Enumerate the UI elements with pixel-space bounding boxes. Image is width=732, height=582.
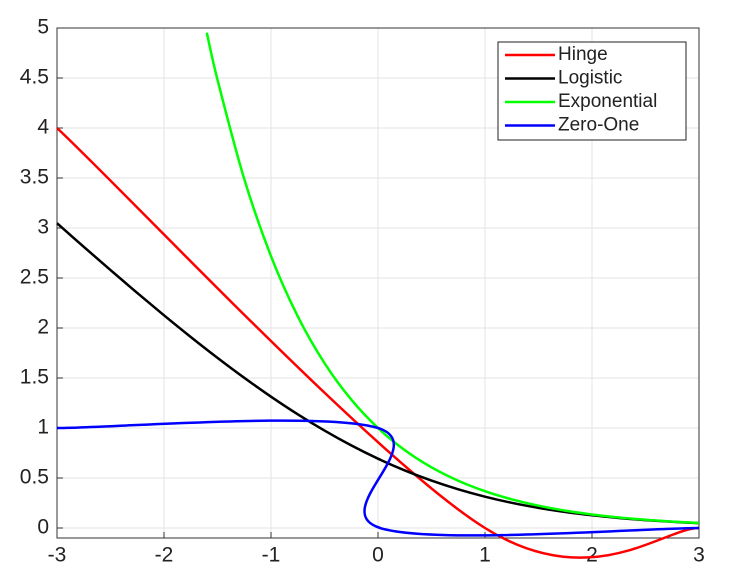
legend-label: Logistic bbox=[558, 68, 622, 89]
x-tick-label: -3 bbox=[48, 544, 67, 567]
y-tick-label: 0 bbox=[37, 516, 49, 539]
y-tick-label: 0.5 bbox=[20, 466, 49, 489]
x-tick-label: -1 bbox=[262, 544, 281, 567]
x-tick-label: -2 bbox=[155, 544, 174, 567]
x-tick-label: 0 bbox=[372, 544, 384, 567]
x-tick-label: 1 bbox=[479, 544, 491, 567]
line-series bbox=[56, 419, 700, 537]
plot-frame bbox=[56, 27, 700, 539]
y-tick-label: 2 bbox=[37, 316, 49, 339]
y-tick-label: 4.5 bbox=[20, 66, 49, 89]
y-tick-label: 4 bbox=[37, 116, 49, 139]
legend-box bbox=[497, 41, 687, 141]
legend-label: Zero-One bbox=[558, 115, 639, 136]
x-tick-label: 3 bbox=[693, 544, 705, 567]
y-tick-label: 3 bbox=[37, 216, 49, 239]
y-tick-label: 1 bbox=[37, 416, 49, 439]
legend-label: Hinge bbox=[558, 44, 608, 65]
line-series bbox=[56, 127, 700, 559]
y-tick-label: 2.5 bbox=[20, 266, 49, 289]
y-tick-label: 5 bbox=[37, 16, 49, 39]
y-tick-label: 1.5 bbox=[20, 366, 49, 389]
y-tick-label: 3.5 bbox=[20, 166, 49, 189]
x-tick-label: 2 bbox=[586, 544, 598, 567]
legend-label: Exponential bbox=[558, 91, 657, 112]
line-series bbox=[205, 32, 700, 525]
